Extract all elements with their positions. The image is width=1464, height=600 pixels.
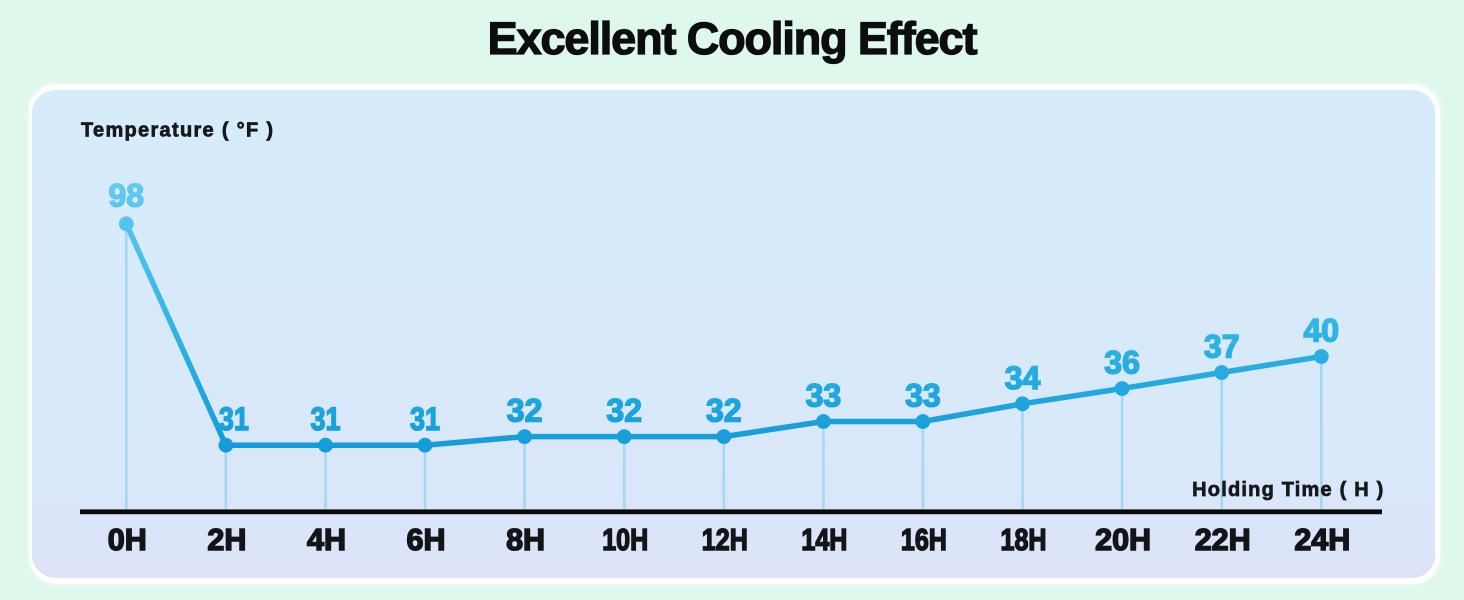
svg-text:37: 37 (1204, 329, 1240, 365)
svg-text:33: 33 (806, 378, 842, 414)
svg-text:18H: 18H (1001, 523, 1047, 557)
svg-text:33: 33 (905, 378, 941, 414)
svg-text:32: 32 (706, 393, 742, 429)
svg-text:Holding Time ( H ): Holding Time ( H ) (1192, 479, 1384, 501)
svg-text:0H: 0H (108, 523, 147, 557)
svg-text:31: 31 (410, 401, 440, 437)
svg-text:31: 31 (219, 401, 249, 437)
svg-text:34: 34 (1005, 360, 1041, 396)
svg-text:Temperature ( °F ): Temperature ( °F ) (81, 120, 274, 142)
svg-text:40: 40 (1304, 313, 1340, 349)
svg-text:20H: 20H (1095, 523, 1151, 557)
svg-text:2H: 2H (207, 523, 246, 557)
svg-text:16H: 16H (901, 523, 947, 557)
svg-text:14H: 14H (801, 523, 847, 557)
svg-text:31: 31 (311, 401, 341, 437)
svg-text:32: 32 (507, 393, 543, 429)
svg-text:8H: 8H (506, 523, 545, 557)
svg-text:36: 36 (1104, 345, 1140, 381)
svg-text:98: 98 (109, 177, 145, 213)
svg-text:22H: 22H (1195, 523, 1251, 557)
svg-text:32: 32 (606, 393, 642, 429)
svg-text:12H: 12H (702, 523, 748, 557)
svg-text:4H: 4H (307, 523, 346, 557)
svg-text:24H: 24H (1294, 523, 1350, 557)
svg-text:10H: 10H (602, 523, 648, 557)
svg-text:6H: 6H (407, 523, 446, 557)
